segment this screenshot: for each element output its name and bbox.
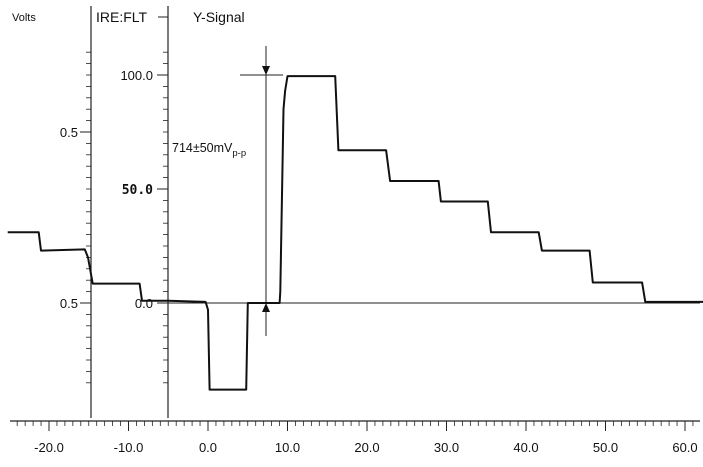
x-tick-label: 50.0 <box>593 440 618 455</box>
chart-title: Y-Signal <box>193 9 245 25</box>
annotation-arrow-up <box>262 303 270 312</box>
volts-label: Volts <box>12 12 36 24</box>
amplitude-annotation: 714±50mVp-p <box>172 46 283 336</box>
x-tick-label: 60.0 <box>672 440 697 455</box>
y-signal-trace <box>7 75 703 391</box>
x-tick-label: 20.0 <box>354 440 379 455</box>
volts-ticks: 0.5 0.5 <box>60 125 91 311</box>
x-tick-label: -10.0 <box>114 440 144 455</box>
ire-tick-label: 50.0 <box>122 183 153 198</box>
x-tick-label: 0.0 <box>199 440 217 455</box>
ire-ticks: 100.0 50.0 0.0 <box>120 68 168 311</box>
volts-tick-label: 0.5 <box>60 296 78 311</box>
x-tick-label: -20.0 <box>34 440 64 455</box>
volts-tick-label: 0.5 <box>60 125 78 140</box>
ire-label: IRE:FLT <box>96 9 148 25</box>
amplitude-subscript: p-p <box>232 148 246 159</box>
ire-tick-label: 100.0 <box>120 68 153 83</box>
ire-tick-label: 0.0 <box>135 296 153 311</box>
annotation-arrow-down <box>262 66 270 75</box>
minor-ticks <box>16 51 694 426</box>
x-ticks: -20.0 -10.0 0.0 10.0 20.0 30.0 40.0 50.0 60.0 <box>34 421 698 455</box>
x-tick-label: 10.0 <box>275 440 300 455</box>
amplitude-label: 714±50mVp-p <box>172 141 246 159</box>
x-tick-label: 40.0 <box>513 440 538 455</box>
x-tick-label: 30.0 <box>434 440 459 455</box>
amplitude-value: 714±50mV <box>172 141 233 155</box>
